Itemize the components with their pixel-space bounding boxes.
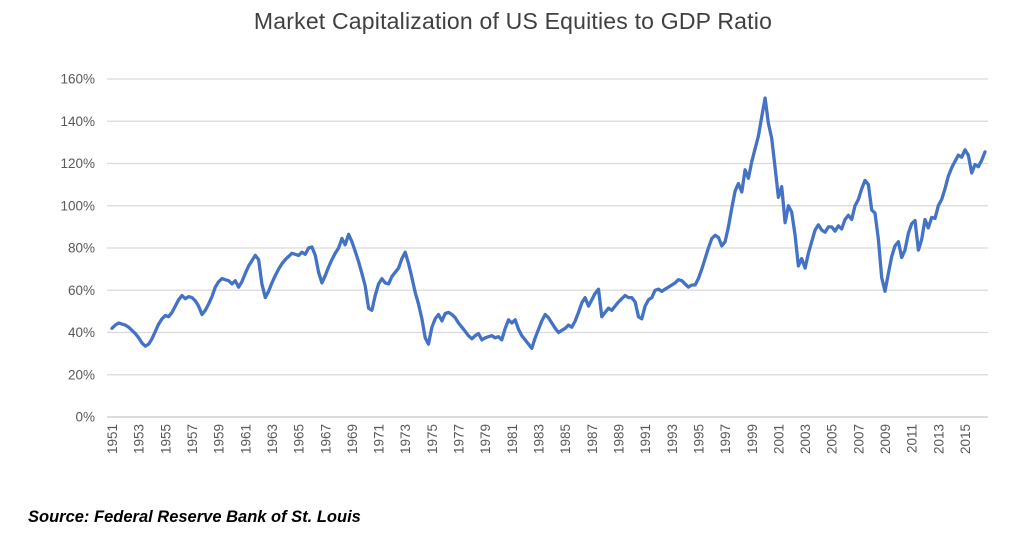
x-tick-label: 1985 <box>558 424 573 454</box>
y-tick-label: 80% <box>68 241 95 256</box>
y-tick-label: 120% <box>60 156 95 171</box>
x-tick-label: 1989 <box>611 424 626 454</box>
x-tick-label: 1967 <box>318 424 333 454</box>
y-tick-label: 140% <box>60 114 95 129</box>
source-note: Source: Federal Reserve Bank of St. Loui… <box>28 508 361 526</box>
y-tick-label: 20% <box>68 367 95 382</box>
x-tick-label: 1987 <box>585 424 600 454</box>
x-tick-label: 1979 <box>478 424 493 454</box>
x-tick-label: 1969 <box>345 424 360 454</box>
y-tick-label: 0% <box>75 410 95 425</box>
x-tick-label: 1961 <box>238 424 253 454</box>
x-tick-label: 1975 <box>425 424 440 454</box>
x-tick-label: 2013 <box>931 424 946 454</box>
x-tick-label: 1999 <box>745 424 760 454</box>
x-tick-label: 1981 <box>505 424 520 454</box>
x-tick-label: 1965 <box>292 424 307 454</box>
x-tick-label: 1957 <box>185 424 200 454</box>
x-tick-label: 2005 <box>825 424 840 454</box>
x-tick-label: 1973 <box>398 424 413 454</box>
x-tick-label: 1983 <box>532 424 547 454</box>
x-tick-label: 2011 <box>905 424 920 453</box>
x-tick-label: 2007 <box>851 424 866 454</box>
x-tick-label: 1959 <box>212 424 227 454</box>
y-tick-label: 40% <box>68 325 95 340</box>
x-tick-label: 1991 <box>638 424 653 454</box>
ratio-line <box>110 96 987 350</box>
x-tick-label: 1997 <box>718 424 733 454</box>
x-tick-label: 2003 <box>798 424 813 454</box>
x-tick-label: 1953 <box>132 424 147 454</box>
x-tick-label: 2009 <box>878 424 893 454</box>
x-tick-label: 2015 <box>958 424 973 454</box>
x-tick-label: 1995 <box>691 424 706 454</box>
x-tick-label: 1971 <box>372 424 387 454</box>
x-tick-label: 2001 <box>771 424 786 454</box>
x-tick-label: 1955 <box>158 424 173 454</box>
y-tick-label: 100% <box>60 198 95 213</box>
chart-title: Market Capitalization of US Equities to … <box>253 8 773 34</box>
x-tick-label: 1963 <box>265 424 280 454</box>
x-tick-label: 1993 <box>665 424 680 454</box>
y-tick-label: 60% <box>68 283 95 298</box>
y-tick-label: 160% <box>60 72 95 87</box>
x-tick-label: 1951 <box>105 424 120 454</box>
x-tick-label: 1977 <box>452 424 467 454</box>
